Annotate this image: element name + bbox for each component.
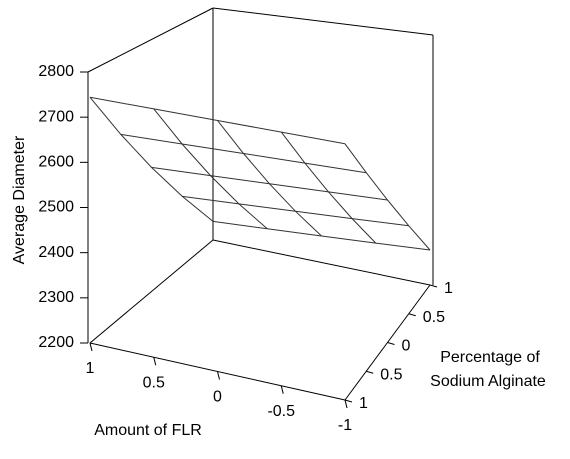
y-tick-label: 0.5 xyxy=(423,309,445,326)
y-tick xyxy=(408,313,416,317)
surface-mesh-line xyxy=(280,131,377,244)
x-tick-label: 0.5 xyxy=(143,374,165,391)
x-tick xyxy=(217,371,220,380)
x-tick-label: -1 xyxy=(338,417,352,434)
y-tick xyxy=(429,284,438,288)
surface-mesh-line xyxy=(153,108,268,230)
x-tick-label: -0.5 xyxy=(267,403,295,420)
z-tick-label: 2700 xyxy=(38,108,74,125)
x-tick xyxy=(344,399,348,409)
surface-mesh-line xyxy=(217,120,322,237)
y-axis-label: Percentage of xyxy=(440,349,540,366)
surface-mesh-line xyxy=(89,96,214,222)
frame xyxy=(87,7,434,401)
x-tick xyxy=(89,342,93,352)
x-tick-label: 0 xyxy=(213,389,222,406)
y-tick-label: 0.5 xyxy=(380,366,402,383)
x-tick-label: 1 xyxy=(86,360,95,377)
z-tick-label: 2200 xyxy=(38,334,74,351)
x-axis-label: Amount of FLR xyxy=(94,422,202,439)
z-tick-label: 2800 xyxy=(38,63,74,80)
y-tick-label: 1 xyxy=(444,280,453,297)
frame-edge xyxy=(212,239,431,286)
z-tick-label: 2500 xyxy=(38,199,74,216)
y-tick xyxy=(344,399,353,403)
y-tick-label: 1 xyxy=(359,395,368,412)
z-tick-label: 2600 xyxy=(38,154,74,171)
x-tick xyxy=(153,357,157,366)
frame-edge xyxy=(212,7,434,36)
y-tick-label: 0 xyxy=(402,338,411,355)
y-tick xyxy=(366,370,374,374)
y-axis-label: Sodium Alginate xyxy=(430,373,546,390)
z-tick-label: 2300 xyxy=(38,289,74,306)
surface-mesh-line xyxy=(344,143,431,251)
frame-edge xyxy=(89,239,214,344)
frame-edge xyxy=(87,7,214,73)
y-tick xyxy=(387,342,395,345)
z-axis-label: Average Diameter xyxy=(11,135,28,264)
x-tick xyxy=(280,385,284,394)
z-tick-label: 2400 xyxy=(38,244,74,261)
